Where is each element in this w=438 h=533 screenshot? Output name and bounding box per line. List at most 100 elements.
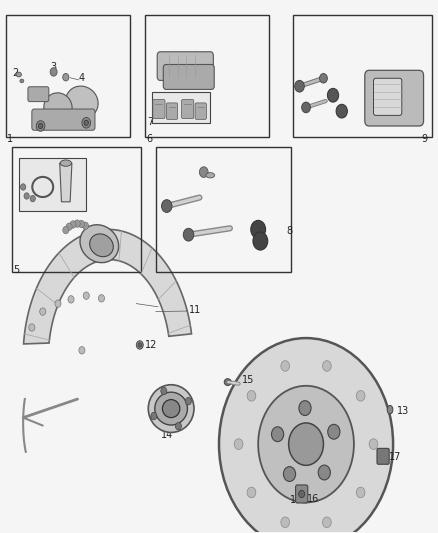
Circle shape bbox=[63, 74, 69, 81]
Circle shape bbox=[322, 361, 331, 372]
Ellipse shape bbox=[155, 392, 187, 425]
Bar bbox=[156, 147, 291, 272]
Circle shape bbox=[247, 487, 256, 498]
Circle shape bbox=[70, 221, 76, 228]
Bar bbox=[19, 158, 86, 211]
FancyBboxPatch shape bbox=[163, 64, 214, 90]
Circle shape bbox=[84, 120, 88, 125]
Circle shape bbox=[83, 292, 89, 300]
FancyBboxPatch shape bbox=[157, 52, 213, 80]
Text: 1: 1 bbox=[7, 134, 13, 144]
Circle shape bbox=[36, 120, 45, 131]
Ellipse shape bbox=[44, 93, 72, 122]
FancyBboxPatch shape bbox=[32, 109, 95, 130]
Ellipse shape bbox=[162, 400, 180, 418]
Ellipse shape bbox=[90, 234, 113, 257]
Circle shape bbox=[55, 300, 61, 308]
Polygon shape bbox=[60, 163, 72, 202]
Circle shape bbox=[21, 184, 26, 190]
Circle shape bbox=[356, 391, 365, 401]
Text: 16: 16 bbox=[307, 494, 320, 504]
Text: 5: 5 bbox=[13, 265, 19, 275]
Text: 2: 2 bbox=[12, 69, 18, 78]
Bar bbox=[6, 14, 130, 136]
Bar bbox=[293, 14, 432, 136]
Circle shape bbox=[50, 68, 57, 76]
Circle shape bbox=[281, 361, 290, 372]
FancyBboxPatch shape bbox=[182, 100, 194, 118]
Bar bbox=[12, 147, 141, 272]
FancyBboxPatch shape bbox=[195, 103, 206, 119]
Circle shape bbox=[175, 423, 181, 430]
Text: 11: 11 bbox=[188, 305, 201, 315]
Circle shape bbox=[336, 104, 347, 118]
Ellipse shape bbox=[224, 378, 231, 385]
Text: 4: 4 bbox=[79, 72, 85, 83]
Text: 17: 17 bbox=[389, 453, 402, 463]
Ellipse shape bbox=[80, 225, 119, 263]
FancyBboxPatch shape bbox=[166, 103, 178, 119]
Circle shape bbox=[295, 80, 304, 92]
Circle shape bbox=[318, 465, 330, 480]
Ellipse shape bbox=[206, 173, 215, 178]
Circle shape bbox=[40, 308, 46, 316]
Circle shape bbox=[322, 517, 331, 528]
Circle shape bbox=[68, 296, 74, 303]
Circle shape bbox=[30, 196, 35, 202]
Circle shape bbox=[185, 398, 191, 405]
Circle shape bbox=[66, 223, 72, 230]
Circle shape bbox=[272, 427, 284, 442]
Ellipse shape bbox=[387, 406, 393, 414]
Circle shape bbox=[74, 220, 80, 227]
Circle shape bbox=[82, 222, 88, 229]
Circle shape bbox=[234, 439, 243, 449]
Circle shape bbox=[369, 439, 378, 449]
FancyBboxPatch shape bbox=[296, 485, 308, 503]
Circle shape bbox=[253, 232, 268, 250]
Text: 6: 6 bbox=[146, 134, 152, 144]
Ellipse shape bbox=[16, 72, 21, 77]
Text: 13: 13 bbox=[396, 406, 409, 416]
Circle shape bbox=[161, 387, 167, 395]
Ellipse shape bbox=[60, 160, 71, 166]
FancyBboxPatch shape bbox=[365, 70, 424, 126]
Circle shape bbox=[24, 193, 29, 199]
Circle shape bbox=[79, 346, 85, 354]
Circle shape bbox=[327, 88, 339, 102]
Bar bbox=[145, 14, 269, 136]
Circle shape bbox=[39, 123, 43, 128]
Circle shape bbox=[283, 466, 296, 481]
Circle shape bbox=[184, 228, 194, 241]
Ellipse shape bbox=[148, 385, 194, 432]
Circle shape bbox=[289, 423, 323, 465]
Circle shape bbox=[136, 341, 143, 349]
Circle shape bbox=[299, 401, 311, 416]
Circle shape bbox=[199, 167, 208, 177]
Circle shape bbox=[299, 490, 305, 498]
Circle shape bbox=[151, 413, 157, 420]
Circle shape bbox=[219, 338, 393, 533]
Text: 14: 14 bbox=[161, 430, 173, 440]
Circle shape bbox=[302, 102, 311, 113]
Circle shape bbox=[162, 200, 172, 213]
Ellipse shape bbox=[66, 86, 98, 118]
Circle shape bbox=[258, 386, 354, 503]
Text: 15: 15 bbox=[242, 375, 254, 385]
Polygon shape bbox=[24, 229, 191, 344]
Circle shape bbox=[356, 487, 365, 498]
Circle shape bbox=[99, 295, 105, 302]
Text: 9: 9 bbox=[421, 134, 427, 144]
Circle shape bbox=[138, 343, 141, 347]
Text: 3: 3 bbox=[50, 62, 56, 72]
Circle shape bbox=[82, 117, 91, 128]
Bar bbox=[152, 92, 210, 123]
FancyBboxPatch shape bbox=[28, 87, 49, 102]
Text: 8: 8 bbox=[286, 226, 293, 236]
FancyBboxPatch shape bbox=[374, 78, 402, 115]
FancyBboxPatch shape bbox=[377, 448, 389, 464]
Circle shape bbox=[251, 220, 265, 238]
Circle shape bbox=[29, 324, 35, 331]
Text: 18: 18 bbox=[73, 159, 85, 168]
Circle shape bbox=[281, 517, 290, 528]
Text: 12: 12 bbox=[145, 340, 157, 350]
